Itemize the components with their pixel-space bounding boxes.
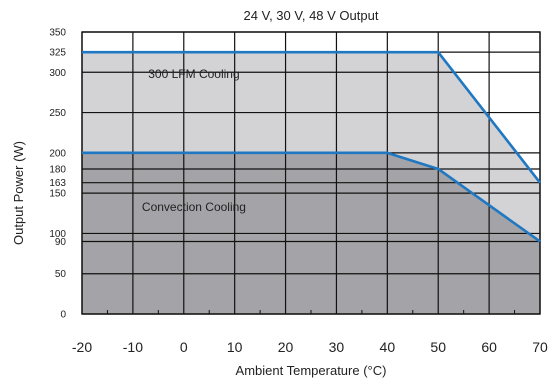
x-tick-label-9: 70 — [532, 339, 548, 355]
x-tick-label-8: 60 — [481, 339, 497, 355]
x-tick-label-2: 0 — [180, 339, 188, 355]
y-tick-label-10: 325 — [49, 48, 66, 59]
plot-border — [81, 31, 541, 315]
x-tick-label-6: 40 — [380, 339, 396, 355]
y-tick-label-11: 350 — [49, 28, 66, 39]
y-tick-label-9: 300 — [49, 68, 66, 79]
y-axis-label: Output Power (W) — [11, 141, 26, 245]
y-tick-label-3: 100 — [49, 229, 66, 240]
series-line-0 — [82, 50, 542, 184]
y-tick-label-0: 0 — [60, 310, 66, 321]
y-tick-label-1: 50 — [55, 269, 67, 280]
annotation-0: 300 LFM Cooling — [148, 67, 239, 81]
x-tick-label-3: 10 — [227, 339, 243, 355]
x-tick-label-5: 30 — [329, 339, 345, 355]
series-line-1 — [82, 151, 541, 243]
annotation-1: Convection Cooling — [142, 200, 246, 214]
x-tick-label-4: 20 — [278, 339, 294, 355]
x-axis-label: Ambient Temperature (°C) — [236, 363, 387, 378]
y-tick-label-7: 200 — [49, 148, 66, 159]
chart-title: 24 V, 30 V, 48 V Output — [244, 8, 379, 23]
y-tick-label-4: 150 — [49, 189, 66, 200]
x-tick-label-1: -10 — [123, 339, 143, 355]
y-tick-label-8: 250 — [49, 108, 66, 119]
x-tick-label-0: -20 — [72, 339, 92, 355]
x-tick-label-7: 50 — [430, 339, 446, 355]
y-tick-label-5: 163 — [49, 178, 66, 189]
y-tick-label-6: 180 — [49, 164, 66, 175]
y-tick-label-2: 90 — [55, 237, 67, 248]
